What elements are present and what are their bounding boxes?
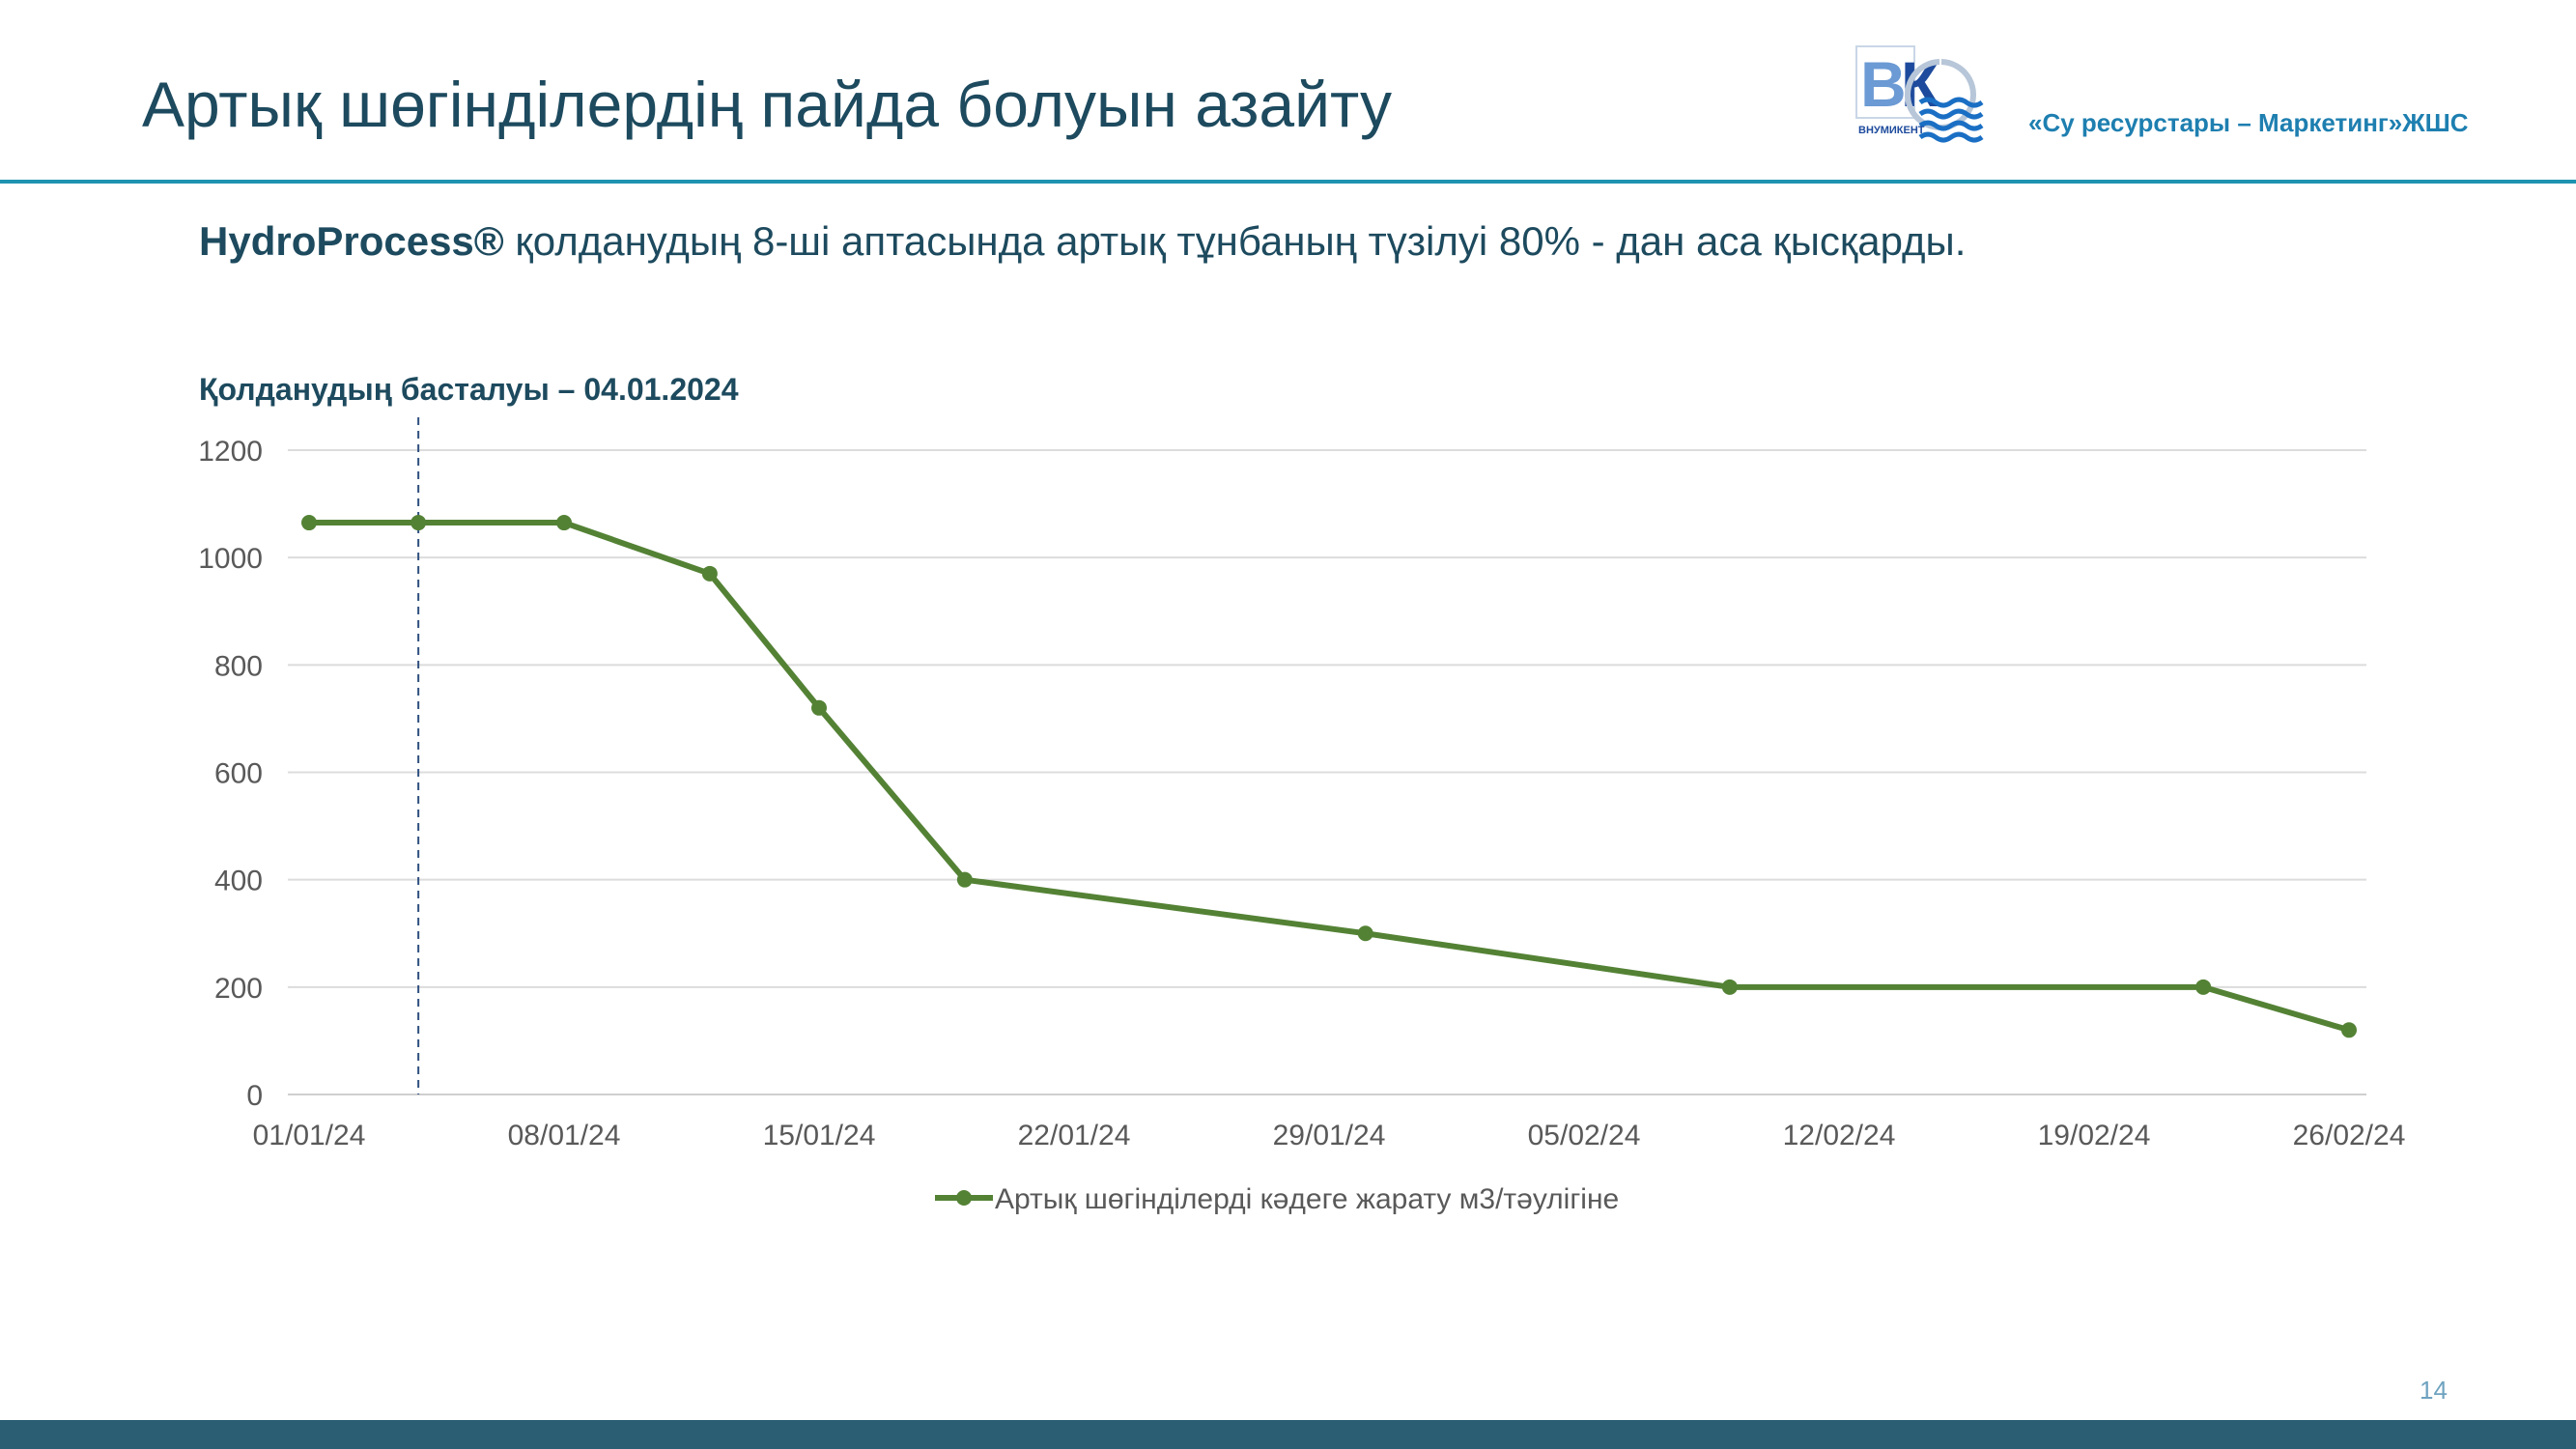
x-tick-label: 05/02/24: [1528, 1120, 1641, 1151]
y-tick-label: 200: [214, 973, 263, 1005]
x-tick-label: 12/02/24: [1783, 1120, 1896, 1151]
y-tick-label: 800: [214, 650, 263, 682]
data-point: [701, 565, 718, 582]
y-tick-label: 0: [246, 1080, 263, 1112]
legend-swatch-marker: [956, 1190, 972, 1206]
line-chart: 0 200 400 600 800 1000 1200 01/01/24 08/01/24 15/…: [198, 417, 2406, 1215]
data-point: [1357, 925, 1373, 942]
header-divider: [0, 180, 2576, 184]
subtitle-text: қолданудың 8-ші аптасында артық тұнбаның…: [503, 218, 1967, 264]
y-tick-label: 400: [214, 866, 263, 897]
x-tick-label: 19/02/24: [2038, 1120, 2151, 1151]
x-tick-label: 15/01/24: [763, 1120, 876, 1151]
page-number: 14: [2420, 1376, 2448, 1405]
x-tick-label: 01/01/24: [253, 1120, 366, 1151]
data-point: [410, 515, 427, 531]
legend-label: Артық шөгінділерді кәдеге жарату м3/тәул…: [995, 1183, 1619, 1215]
data-point: [811, 699, 827, 716]
svg-text:В: В: [1860, 48, 1907, 120]
data-point: [301, 515, 317, 531]
y-tick-label: 1000: [198, 543, 263, 575]
y-tick-label: 1200: [198, 436, 263, 468]
y-tick-label: 600: [214, 758, 263, 790]
x-tick-label: 08/01/24: [508, 1120, 621, 1151]
data-point: [556, 515, 572, 531]
page-title: Артық шөгінділердің пайда болуын азайту: [142, 69, 1392, 140]
company-logo: В К ВНУМИКЕНТ: [1855, 45, 1984, 143]
data-point: [2341, 1022, 2357, 1038]
subtitle: HydroProcess® қолданудың 8-ші аптасында …: [199, 218, 1966, 265]
data-point: [956, 871, 973, 888]
x-tick-label: 26/02/24: [2293, 1120, 2406, 1151]
data-point: [2195, 979, 2212, 995]
x-tick-label: 29/01/24: [1273, 1120, 1386, 1151]
x-tick-label: 22/01/24: [1018, 1120, 1131, 1151]
company-name: «Су ресурстары – Маркетинг»ЖШС: [2028, 108, 2469, 137]
subtitle-product: HydroProcess®: [199, 218, 504, 264]
footer-bar: [0, 1420, 2576, 1449]
series-line: [309, 520, 2350, 1034]
logo-text: ВНУМИКЕНТ: [1858, 125, 1925, 136]
data-point: [1721, 979, 1738, 995]
start-date-label: Қолданудың басталуы – 04.01.2024: [199, 372, 739, 407]
